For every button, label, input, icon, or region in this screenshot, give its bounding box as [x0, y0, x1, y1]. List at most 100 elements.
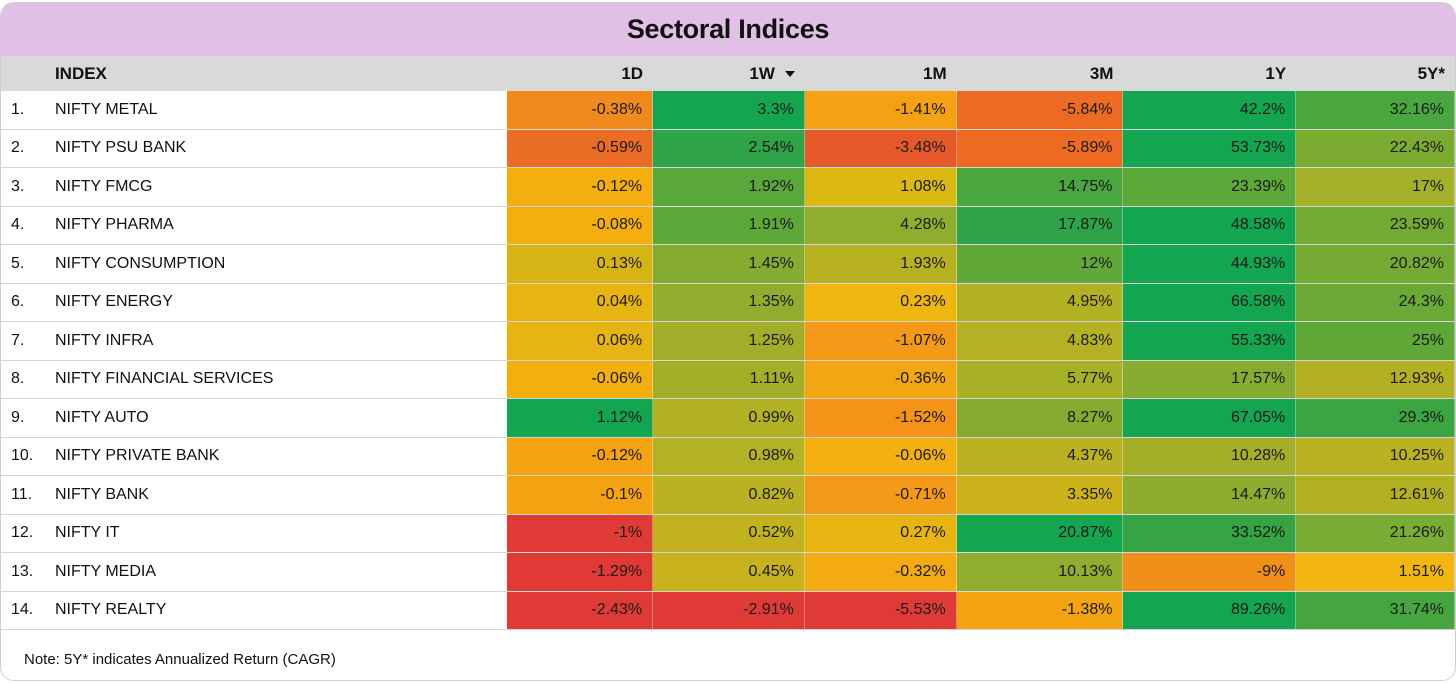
row-index-name: NIFTY BANK — [54, 485, 149, 503]
return-cell-y5: 1.51% — [1296, 553, 1455, 591]
table-row[interactable]: 13. NIFTY MEDIA -1.29% 0.45% -0.32% 10.13% -9%… — [1, 553, 1455, 592]
return-cell-m3: 4.37% — [956, 437, 1124, 475]
row-index-name: NIFTY FINANCIAL SERVICES — [54, 370, 274, 388]
return-cell-w1: 0.98% — [653, 437, 805, 475]
return-cell-m1: -0.32% — [804, 553, 957, 591]
return-cell-y1: 48.58% — [1123, 206, 1297, 244]
return-cell-y1: 44.93% — [1123, 245, 1297, 283]
return-cell-y1: -9% — [1123, 553, 1297, 591]
return-cell-y1: 10.28% — [1123, 437, 1297, 475]
return-cell-y5: 12.61% — [1296, 476, 1455, 514]
return-cell-y5: 12.93% — [1296, 360, 1455, 398]
return-cell-d1: 1.12% — [507, 399, 654, 437]
table-header: INDEX 1D 1W 1M 3M 1Y 5Y* — [1, 56, 1455, 91]
table-row[interactable]: 7. NIFTY INFRA 0.06% 1.25% -1.07% 4.83% 55.33%… — [1, 322, 1455, 361]
return-cell-y1: 55.33% — [1123, 322, 1297, 360]
return-cell-m3: 5.77% — [956, 360, 1124, 398]
row-index-name: NIFTY PHARMA — [54, 216, 174, 234]
return-cell-d1: -0.38% — [507, 91, 654, 129]
table-row[interactable]: 3. NIFTY FMCG -0.12% 1.92% 1.08% 14.75% 23.39%… — [1, 168, 1455, 207]
return-cell-w1: 1.45% — [653, 245, 805, 283]
return-cell-d1: -0.59% — [507, 129, 654, 167]
return-cell-d1: -1% — [507, 514, 654, 552]
header-3m[interactable]: 3M — [1089, 63, 1114, 83]
header-1d[interactable]: 1D — [621, 63, 644, 83]
return-cell-y5: 32.16% — [1296, 91, 1455, 129]
table-row[interactable]: 2. NIFTY PSU BANK -0.59% 2.54% -3.48% -5.89% 5… — [1, 129, 1455, 168]
return-cell-m3: -5.89% — [956, 129, 1124, 167]
return-cell-m3: -5.84% — [956, 91, 1124, 129]
row-rank: 7. — [11, 331, 25, 349]
sort-desc-icon — [784, 71, 795, 77]
return-cell-w1: 0.52% — [653, 514, 805, 552]
return-cell-w1: 1.35% — [653, 283, 805, 321]
return-cell-d1: -0.12% — [507, 168, 654, 206]
return-cell-y5: 29.3% — [1296, 399, 1455, 437]
return-cell-m3: 17.87% — [956, 206, 1124, 244]
return-cell-w1: 1.25% — [653, 322, 805, 360]
return-cell-m1: -3.48% — [804, 129, 957, 167]
return-cell-y5: 17% — [1296, 168, 1455, 206]
row-index-name: NIFTY IT — [54, 524, 120, 542]
row-index-name: NIFTY FMCG — [54, 177, 153, 195]
return-cell-m3: 4.95% — [956, 283, 1124, 321]
return-cell-d1: -2.43% — [507, 591, 654, 629]
header-5y[interactable]: 5Y* — [1417, 63, 1445, 83]
row-rank: 8. — [11, 370, 25, 388]
return-cell-w1: 1.92% — [653, 168, 805, 206]
return-cell-y1: 17.57% — [1123, 360, 1297, 398]
return-cell-y1: 53.73% — [1123, 129, 1297, 167]
return-cell-w1: 1.91% — [653, 206, 805, 244]
return-cell-y5: 21.26% — [1296, 514, 1455, 552]
return-cell-m1: -0.71% — [804, 476, 957, 514]
table-row[interactable]: 11. NIFTY BANK -0.1% 0.82% -0.71% 3.35% 14.47%… — [1, 476, 1455, 515]
return-cell-m3: 4.83% — [956, 322, 1124, 360]
return-cell-w1: 0.82% — [653, 476, 805, 514]
return-cell-m1: -0.06% — [804, 437, 957, 475]
return-cell-m1: -1.52% — [804, 399, 957, 437]
table-row[interactable]: 1. NIFTY METAL -0.38% 3.3% -1.41% -5.84% 42.2%… — [1, 91, 1455, 130]
return-cell-m3: 14.75% — [956, 168, 1124, 206]
return-cell-y5: 24.3% — [1296, 283, 1455, 321]
return-cell-d1: -0.12% — [507, 437, 654, 475]
table-row[interactable]: 8. NIFTY FINANCIAL SERVICES -0.06% 1.11% -0.… — [1, 360, 1455, 399]
return-cell-y1: 67.05% — [1123, 399, 1297, 437]
row-rank: 6. — [11, 293, 25, 311]
row-index-name: NIFTY REALTY — [54, 601, 167, 619]
return-cell-w1: 3.3% — [653, 91, 805, 129]
table-title: Sectoral Indices — [1, 3, 1455, 56]
table-row[interactable]: 12. NIFTY IT -1% 0.52% 0.27% 20.87% 33.52% 21.2… — [1, 514, 1455, 553]
row-index-name: NIFTY CONSUMPTION — [54, 254, 226, 272]
header-1y[interactable]: 1Y — [1265, 63, 1287, 83]
row-rank: 14. — [11, 601, 34, 619]
table-row[interactable]: 9. NIFTY AUTO 1.12% 0.99% -1.52% 8.27% 67.05% 2… — [1, 399, 1455, 438]
table-row[interactable]: 6. NIFTY ENERGY 0.04% 1.35% 0.23% 4.95% 66.58%… — [1, 283, 1455, 322]
return-cell-w1: 0.45% — [653, 553, 805, 591]
header-index[interactable]: INDEX — [54, 63, 107, 83]
return-cell-y1: 14.47% — [1123, 476, 1297, 514]
return-cell-d1: -0.08% — [507, 206, 654, 244]
return-cell-m3: 8.27% — [956, 399, 1124, 437]
row-rank: 3. — [11, 177, 25, 195]
row-rank: 9. — [11, 408, 25, 426]
return-cell-m1: -5.53% — [804, 591, 957, 629]
table-row[interactable]: 10. NIFTY PRIVATE BANK -0.12% 0.98% -0.06% 4.… — [1, 437, 1455, 476]
table-row[interactable]: 5. NIFTY CONSUMPTION 0.13% 1.45% 1.93% 12% 44.… — [1, 245, 1455, 284]
table-row[interactable]: 14. NIFTY REALTY -2.43% -2.91% -5.53% -1.38% 8… — [1, 591, 1455, 630]
header-1w[interactable]: 1W — [653, 64, 805, 84]
footnote: Note: 5Y* indicates Annualized Return (C… — [24, 651, 336, 668]
return-cell-m3: 20.87% — [956, 514, 1124, 552]
return-cell-y5: 23.59% — [1296, 206, 1455, 244]
return-cell-m3: 10.13% — [956, 553, 1124, 591]
return-cell-m1: -1.07% — [804, 322, 957, 360]
row-rank: 4. — [11, 216, 25, 234]
return-cell-m1: 4.28% — [804, 206, 957, 244]
return-cell-y1: 33.52% — [1123, 514, 1297, 552]
table-row[interactable]: 4. NIFTY PHARMA -0.08% 1.91% 4.28% 17.87% 48.5… — [1, 206, 1455, 245]
return-cell-y1: 89.26% — [1123, 591, 1297, 629]
return-cell-y1: 66.58% — [1123, 283, 1297, 321]
header-1m[interactable]: 1M — [923, 63, 947, 83]
return-cell-m3: 3.35% — [956, 476, 1124, 514]
return-cell-y5: 10.25% — [1296, 437, 1455, 475]
